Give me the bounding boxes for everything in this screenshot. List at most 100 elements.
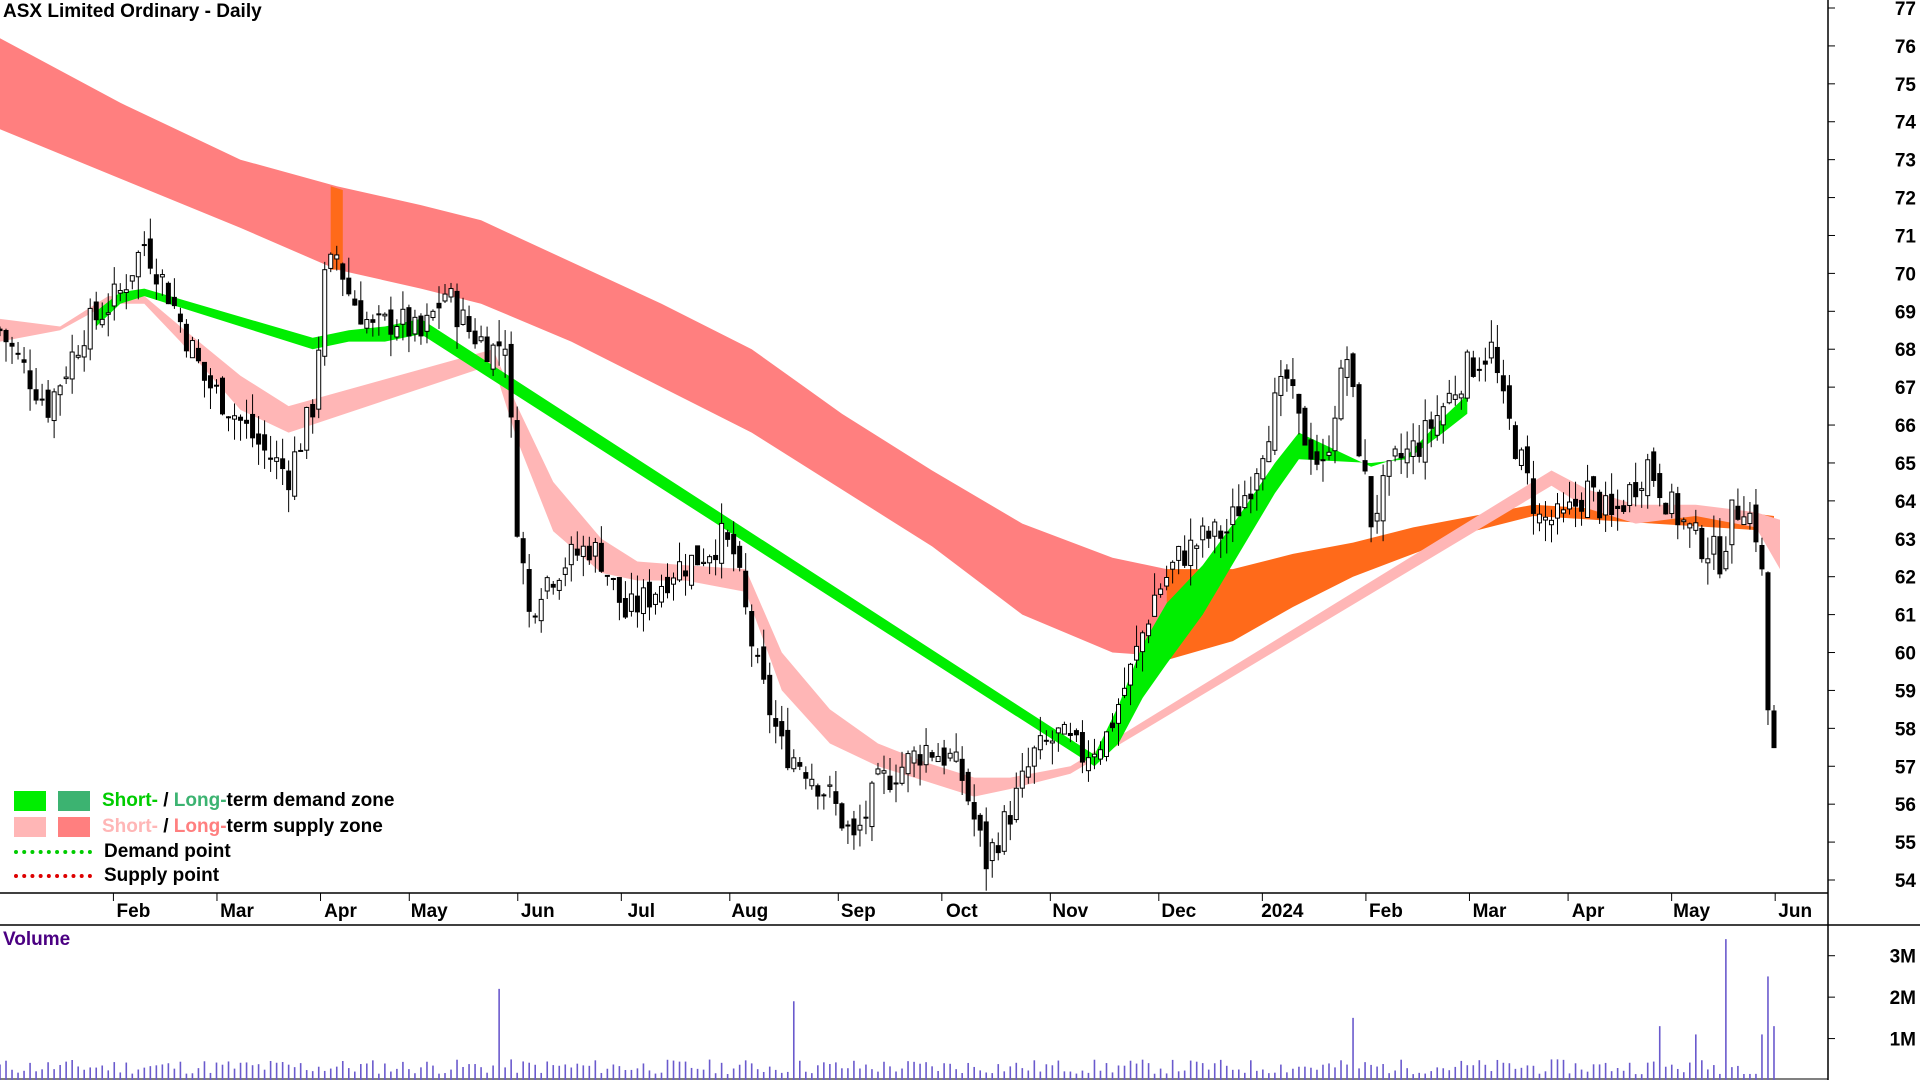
candle-body bbox=[472, 330, 478, 345]
candle-body bbox=[508, 343, 514, 418]
candle-body bbox=[123, 289, 129, 294]
candle-body bbox=[761, 646, 767, 680]
candle-body bbox=[412, 316, 418, 335]
candle-body bbox=[316, 349, 322, 410]
candle-body bbox=[1043, 739, 1049, 742]
y-tick-label: 72 bbox=[1895, 189, 1916, 210]
candle-body bbox=[1542, 516, 1548, 521]
legend-swatch-long-demand bbox=[58, 791, 90, 811]
y-tick-label: 65 bbox=[1895, 454, 1917, 475]
candle-body bbox=[454, 290, 460, 328]
candle-body bbox=[1452, 394, 1458, 400]
candle-body bbox=[1428, 419, 1434, 429]
candle-body bbox=[1494, 346, 1500, 374]
candle-body bbox=[1103, 731, 1109, 758]
candle-body bbox=[1073, 730, 1079, 736]
candle-body bbox=[1506, 385, 1512, 419]
candle-body bbox=[478, 336, 484, 342]
candle-body bbox=[1530, 478, 1536, 514]
candle-body bbox=[803, 772, 809, 779]
candle-body bbox=[262, 434, 268, 451]
candle-body bbox=[45, 389, 51, 418]
candle-body bbox=[917, 754, 923, 766]
y-tick-label: 63 bbox=[1895, 530, 1916, 551]
candle-body bbox=[1242, 495, 1248, 509]
y-tick-label: 68 bbox=[1895, 340, 1916, 361]
candle-body bbox=[1585, 480, 1591, 518]
candle-body bbox=[328, 253, 334, 269]
candle-body bbox=[1663, 502, 1669, 515]
candle-body bbox=[1290, 379, 1296, 387]
candle-body bbox=[0, 328, 3, 332]
candle-body bbox=[1368, 476, 1374, 528]
x-tick-label: Mar bbox=[220, 901, 254, 922]
candle-body bbox=[340, 263, 346, 280]
candle-body bbox=[141, 244, 147, 247]
legend-sep: / bbox=[157, 790, 174, 811]
candle-body bbox=[634, 595, 640, 613]
chart-title: ASX Limited Ordinary - Daily bbox=[3, 1, 262, 22]
candle-body bbox=[93, 301, 99, 321]
candle-body bbox=[1272, 392, 1278, 451]
candle-body bbox=[538, 598, 544, 622]
candle-body bbox=[701, 561, 707, 565]
candle-body bbox=[1013, 787, 1019, 821]
candle-body bbox=[304, 406, 310, 451]
candle-body bbox=[502, 348, 508, 356]
candle-body bbox=[689, 554, 695, 586]
candle-body bbox=[1464, 351, 1470, 399]
candle-body bbox=[1061, 723, 1067, 735]
x-tick-label: Feb bbox=[117, 901, 151, 922]
candle-body bbox=[1344, 359, 1350, 378]
candle-body bbox=[1735, 505, 1741, 520]
candle-body bbox=[737, 545, 743, 568]
legend-long-label: Long- bbox=[173, 790, 227, 811]
candle-body bbox=[1591, 476, 1597, 488]
candle-body bbox=[953, 751, 959, 762]
candle-body bbox=[1669, 491, 1675, 515]
candle-body bbox=[1416, 442, 1422, 457]
candle-body bbox=[671, 577, 677, 585]
candle-body bbox=[1741, 516, 1747, 526]
candle-body bbox=[1705, 558, 1711, 564]
candle-body bbox=[622, 598, 628, 618]
candle-body bbox=[1548, 519, 1554, 526]
candle-body bbox=[1567, 501, 1573, 510]
candle-body bbox=[905, 753, 911, 775]
x-tick-label: Nov bbox=[1052, 901, 1088, 922]
candle-body bbox=[1729, 499, 1735, 546]
candle-body bbox=[1524, 446, 1530, 474]
candle-body bbox=[959, 758, 965, 781]
x-tick-label: Mar bbox=[1473, 901, 1507, 922]
candle-body bbox=[1170, 561, 1176, 570]
candle-body bbox=[33, 389, 39, 401]
candle-body bbox=[1224, 531, 1230, 534]
y-tick-label: 58 bbox=[1895, 719, 1916, 740]
candle-body bbox=[292, 451, 298, 497]
candle-body bbox=[713, 554, 719, 561]
y-tick-label: 59 bbox=[1895, 681, 1916, 702]
candle-body bbox=[1055, 727, 1061, 734]
y-tick-label: 71 bbox=[1895, 226, 1917, 247]
candle-body bbox=[298, 449, 304, 452]
candle-body bbox=[1621, 505, 1627, 512]
y-tick-label: 75 bbox=[1895, 75, 1917, 96]
candle-body bbox=[881, 770, 887, 774]
candle-body bbox=[1356, 384, 1362, 457]
candle-body bbox=[562, 567, 568, 575]
candle-body bbox=[965, 771, 971, 802]
candle-body bbox=[1693, 522, 1699, 531]
y-tick-label: 64 bbox=[1895, 492, 1917, 513]
candle-body bbox=[851, 818, 857, 836]
candle-body bbox=[526, 569, 532, 612]
volume-label: Volume bbox=[3, 929, 71, 950]
candle-body bbox=[995, 845, 1001, 854]
candle-body bbox=[195, 347, 201, 362]
candle-body bbox=[604, 574, 610, 577]
candle-body bbox=[683, 570, 689, 577]
candle-body bbox=[1122, 687, 1128, 696]
candle-body bbox=[334, 254, 340, 260]
candle-body bbox=[232, 415, 238, 420]
candle-body bbox=[9, 342, 15, 347]
